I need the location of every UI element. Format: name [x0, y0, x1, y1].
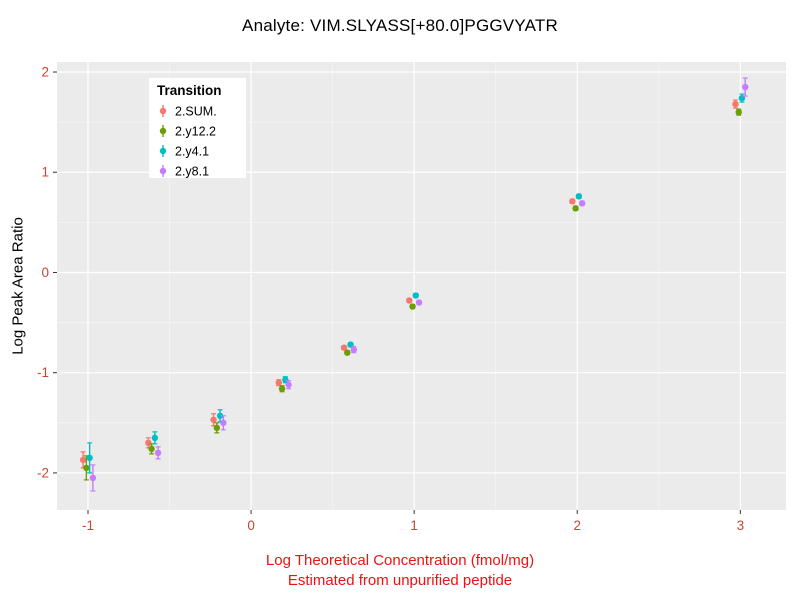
legend-item-label: 2.SUM.: [175, 105, 217, 119]
legend-key-point: [159, 127, 167, 135]
data-point: [148, 445, 155, 453]
x-axis-label-line1: Log Theoretical Concentration (fmol/mg): [265, 552, 535, 569]
data-point: [412, 292, 419, 299]
data-point: [79, 456, 87, 464]
y-tick-label: 1: [41, 165, 49, 180]
x-tick-label: 3: [737, 518, 745, 533]
legend-key-point: [159, 167, 167, 175]
legend-item-label: 2.y8.1: [175, 165, 209, 179]
data-point: [213, 424, 221, 432]
legend-key-point: [159, 147, 167, 155]
data-point: [344, 349, 351, 356]
data-point: [572, 205, 579, 212]
data-point: [578, 200, 586, 207]
data-point: [86, 454, 93, 462]
chart-title: Analyte: VIM.SLYASS[+80.0]PGGVYATR: [242, 16, 558, 35]
data-point: [569, 198, 576, 205]
y-axis-label: Log Peak Area Ratio: [9, 217, 27, 355]
x-tick-label: 0: [247, 518, 255, 533]
data-point: [735, 108, 742, 116]
data-point: [409, 303, 416, 310]
data-point: [278, 385, 286, 392]
data-point: [83, 464, 90, 472]
legend-item-label: 2.y12.2: [175, 125, 216, 139]
data-point: [350, 346, 358, 353]
data-point: [340, 344, 348, 351]
y-tick-label: -1: [37, 365, 49, 380]
data-point: [89, 474, 97, 482]
data-point: [216, 412, 224, 419]
data-point: [154, 449, 162, 457]
data-point: [210, 416, 217, 423]
data-point: [285, 381, 292, 388]
data-point: [220, 419, 227, 427]
x-axis-label-line2: Estimated from unpurified peptide: [287, 572, 513, 590]
data-point: [742, 83, 749, 91]
legend-box: [149, 78, 246, 178]
data-point: [575, 193, 583, 200]
data-point: [145, 439, 152, 447]
x-tick-label: 1: [410, 518, 418, 533]
data-point: [732, 100, 739, 108]
data-point: [406, 297, 413, 304]
data-point: [415, 299, 423, 306]
legend-title: Transition: [157, 83, 222, 98]
y-tick-label: -2: [37, 465, 49, 480]
y-tick-label: 0: [41, 265, 49, 280]
y-tick-label: 2: [41, 65, 49, 80]
x-tick-label: 2: [573, 518, 581, 533]
x-tick-label: -1: [82, 518, 94, 533]
legend-key-point: [159, 107, 167, 115]
x-axis-label: Log Theoretical Concentration (fmol/mg) …: [0, 551, 800, 592]
data-point: [151, 434, 159, 442]
data-point: [275, 379, 282, 386]
legend-item-label: 2.y4.1: [175, 145, 209, 159]
